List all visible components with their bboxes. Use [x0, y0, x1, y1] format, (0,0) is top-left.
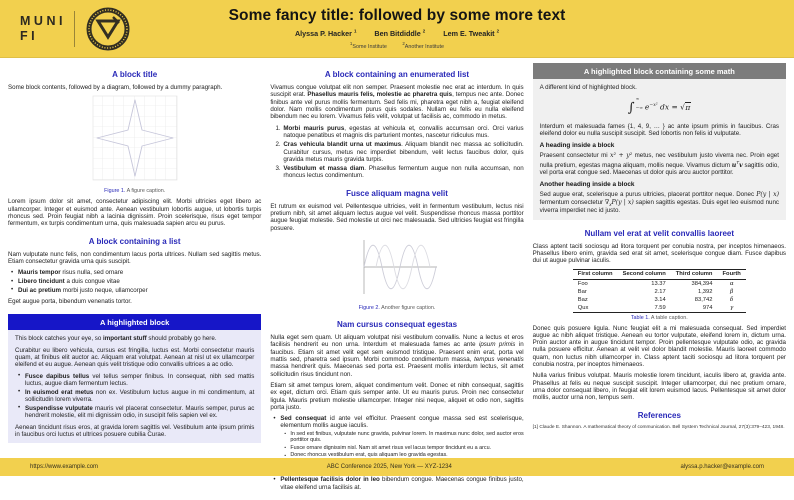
column-1: A block title Some block contents, follo… [8, 63, 262, 452]
institutes-line: 1Some Institute 2Another Institute [117, 41, 677, 50]
list-item: Cras vehicula blandit urna ut maximus. A… [282, 141, 523, 163]
block-heading: A block title [112, 70, 158, 79]
university-seal-icon [86, 7, 130, 50]
poster-header: MUNI FI Some fancy title: followed by so… [0, 0, 794, 58]
highlighted-block: A highlighted block This block catches y… [8, 314, 262, 444]
paragraph: Eget augue porta, bibendum venenatis tor… [8, 298, 132, 306]
author: Ben Bitdiddle 2 [374, 29, 426, 39]
nested-bullet-list: In sed est finibus, vulputate nunc gravi… [280, 431, 523, 459]
math-formula: ∫ ∞ −∞ e−x² dx = √π [627, 97, 691, 116]
alert-block-body: This block catches your eye, so importan… [8, 330, 262, 444]
list-item: Vestibulum et massa diam. Phasellus ferm… [282, 165, 523, 180]
block-containing-list: A block containing a list Nam vulputate … [8, 237, 261, 306]
numbered-list: Morbi mauris purus, egestas at vehicula … [270, 125, 523, 180]
bullet-list: Fusce dapibus tellus vel tellus semper f… [15, 372, 254, 420]
institute: 1Some Institute [349, 41, 387, 51]
paragraph: Nam vulputate nunc felis, non condimentu… [8, 250, 262, 265]
author: Lem E. Tweakit 2 [443, 29, 500, 39]
column-2: A block containing an enumerated list Vi… [270, 63, 523, 500]
block-heading: Nam cursus consequat egestas [336, 320, 458, 329]
inner-heading: Another heading inside a block [539, 181, 635, 189]
inner-heading: A heading inside a block [539, 142, 615, 150]
paragraph: Sed augue erat, scelerisque a purus ultr… [539, 191, 779, 215]
list-item: Suspendisse vulputate mauris vel placera… [18, 404, 254, 420]
figure-caption: Figure 1. A figure caption. [104, 188, 166, 195]
table-row: Bar 2.17 1,392 β [577, 288, 734, 295]
logo-wordmark: MUNI FI [20, 14, 66, 43]
list-item: Pellentesque facilisis dolor in leo bibe… [273, 476, 523, 491]
footer-website-link[interactable]: https://www.example.com [30, 464, 99, 470]
institute: 2Another Institute [402, 41, 445, 51]
list-item: Morbi mauris purus, egestas at vehicula … [282, 125, 523, 140]
column-3: A highlighted block containing some math… [532, 63, 786, 439]
highlighted-math-block: A highlighted block containing some math… [532, 63, 786, 220]
paragraph: Donec quis posuere ligula. Nunc feugiat … [532, 324, 786, 369]
block-enumerated-list: A block containing an enumerated list Vi… [270, 70, 523, 180]
list-item: Sed consequat id ante vel efficitur. Pra… [273, 415, 523, 459]
logo-divider [73, 10, 75, 47]
block-nullam-vel: Nullam vel erat at velit convallis laore… [533, 229, 786, 402]
paragraph: Nulla varius finibus volutpat. Mauris mo… [532, 372, 786, 402]
list-item: Donec rhoncus vestibulum erat, quis aliq… [284, 452, 523, 458]
list-item: In sed est finibus, vulputate nunc gravi… [284, 431, 523, 444]
paragraph: Some block contents, followed by a diagr… [8, 84, 223, 91]
bullet-list: Mauris tempor risus nulla, sed ornare Li… [8, 269, 261, 294]
alert-block-body: A different kind of highlighted block. ∫… [532, 79, 786, 220]
reference-entry: [1] Claude E. Shannon. A mathematical th… [532, 424, 785, 430]
footer-email-link[interactable]: alyssa.p.hacker@example.com [680, 464, 764, 470]
author: Alyssa P. Hacker 1 [294, 29, 357, 39]
block-references: References [1] Claude E. Shannon. A math… [533, 411, 786, 431]
poster-body: A block title Some block contents, follo… [0, 58, 794, 500]
table-row: Foo 13.37 384,394 α [577, 280, 734, 287]
block-heading: A block containing an enumerated list [324, 70, 470, 79]
alert-block-heading: A highlighted block [8, 314, 262, 331]
block-heading: References [637, 410, 681, 420]
paragraph: Lorem ipsum dolor sit amet, consectetur … [8, 198, 262, 228]
table-header: First column Second column Third column … [572, 268, 746, 280]
list-item: Mauris tempor risus nulla, sed ornare [11, 269, 261, 277]
data-table: First column Second column Third column … [572, 268, 746, 313]
university-logo: MUNI FI [20, 7, 130, 51]
authors-line: Alyssa P. Hacker 1 Ben Bitdiddle 2 Lem E… [117, 29, 677, 38]
block-fusce-aliquam: Fusce aliquam magna velit Et rutrum ex e… [270, 189, 523, 311]
logo-line-fi: FI [20, 28, 39, 43]
paragraph: This block catches your eye, so importan… [15, 335, 217, 343]
paragraph: Curabitur eu libero vehicula, cursus est… [15, 346, 255, 369]
list-item: In euismod erat metus non ex. Vestibulum… [18, 388, 254, 404]
list-item: Fusce ornare dignissim nisl. Nam sit ame… [284, 445, 523, 451]
poster-title: Some fancy title: followed by some more … [228, 7, 566, 24]
paragraph: Class aptent taciti sociosqu ad litora t… [532, 242, 786, 265]
table-row: Qux 7.59 974 γ [572, 303, 746, 313]
list-item: Fusce dapibus tellus vel tellus semper f… [18, 372, 254, 388]
sine-figure: Figure 2. Another figure caption. [270, 236, 523, 311]
sine-plot-icon [363, 240, 437, 294]
paragraph: Etiam sit amet tempus lorem, aliquet con… [270, 381, 524, 411]
table-caption: Table 1. A table caption. [630, 314, 688, 321]
title-block: Some fancy title: followed by some more … [117, 7, 677, 50]
paragraph: Et rutrum ex euismod vel. Pellentesque u… [270, 202, 524, 232]
figure-caption: Figure 2. Another figure caption. [358, 305, 436, 311]
paragraph: A different kind of highlighted block. [539, 84, 637, 91]
bullet-list: Sed consequat id ante vel efficitur. Pra… [270, 415, 523, 491]
paragraph: Interdum et malesuada fames {1, 4, 9, … … [539, 122, 779, 138]
block-heading: Fusce aliquam magna velit [346, 188, 448, 198]
paragraph: Nulla eget sem quam. Ut aliquam volutpat… [270, 334, 524, 378]
paragraph: Vivamus congue volutpat elit non semper.… [270, 84, 524, 121]
alert-block-heading: A highlighted block containing some math [532, 63, 786, 79]
block-heading: A block containing a list [88, 236, 181, 246]
block-heading: Nullam vel erat at velit convallis laore… [584, 228, 735, 238]
block-a-block-title: A block title Some block contents, follo… [8, 70, 261, 228]
list-item: Dui ac pretium morbi justo neque, ullamc… [11, 286, 261, 294]
paragraph: Praesent consectetur mi x² + y² metus, n… [539, 152, 779, 177]
star-diagram-icon [92, 96, 177, 181]
paragraph: Aenean tincidunt risus eros, at gravida … [15, 423, 255, 438]
logo-line-muni: MUNI [20, 14, 66, 29]
list-item: Libero tincidunt a duis congue vitae [11, 277, 261, 285]
poster-footer: https://www.example.com ABC Conference 2… [0, 458, 794, 476]
footer-conference-label: ABC Conference 2025, New York — XYZ-1234 [326, 464, 452, 470]
star-figure: Figure 1. A figure caption. [8, 95, 261, 194]
table-row: Baz 3.14 83,742 δ [577, 296, 734, 303]
